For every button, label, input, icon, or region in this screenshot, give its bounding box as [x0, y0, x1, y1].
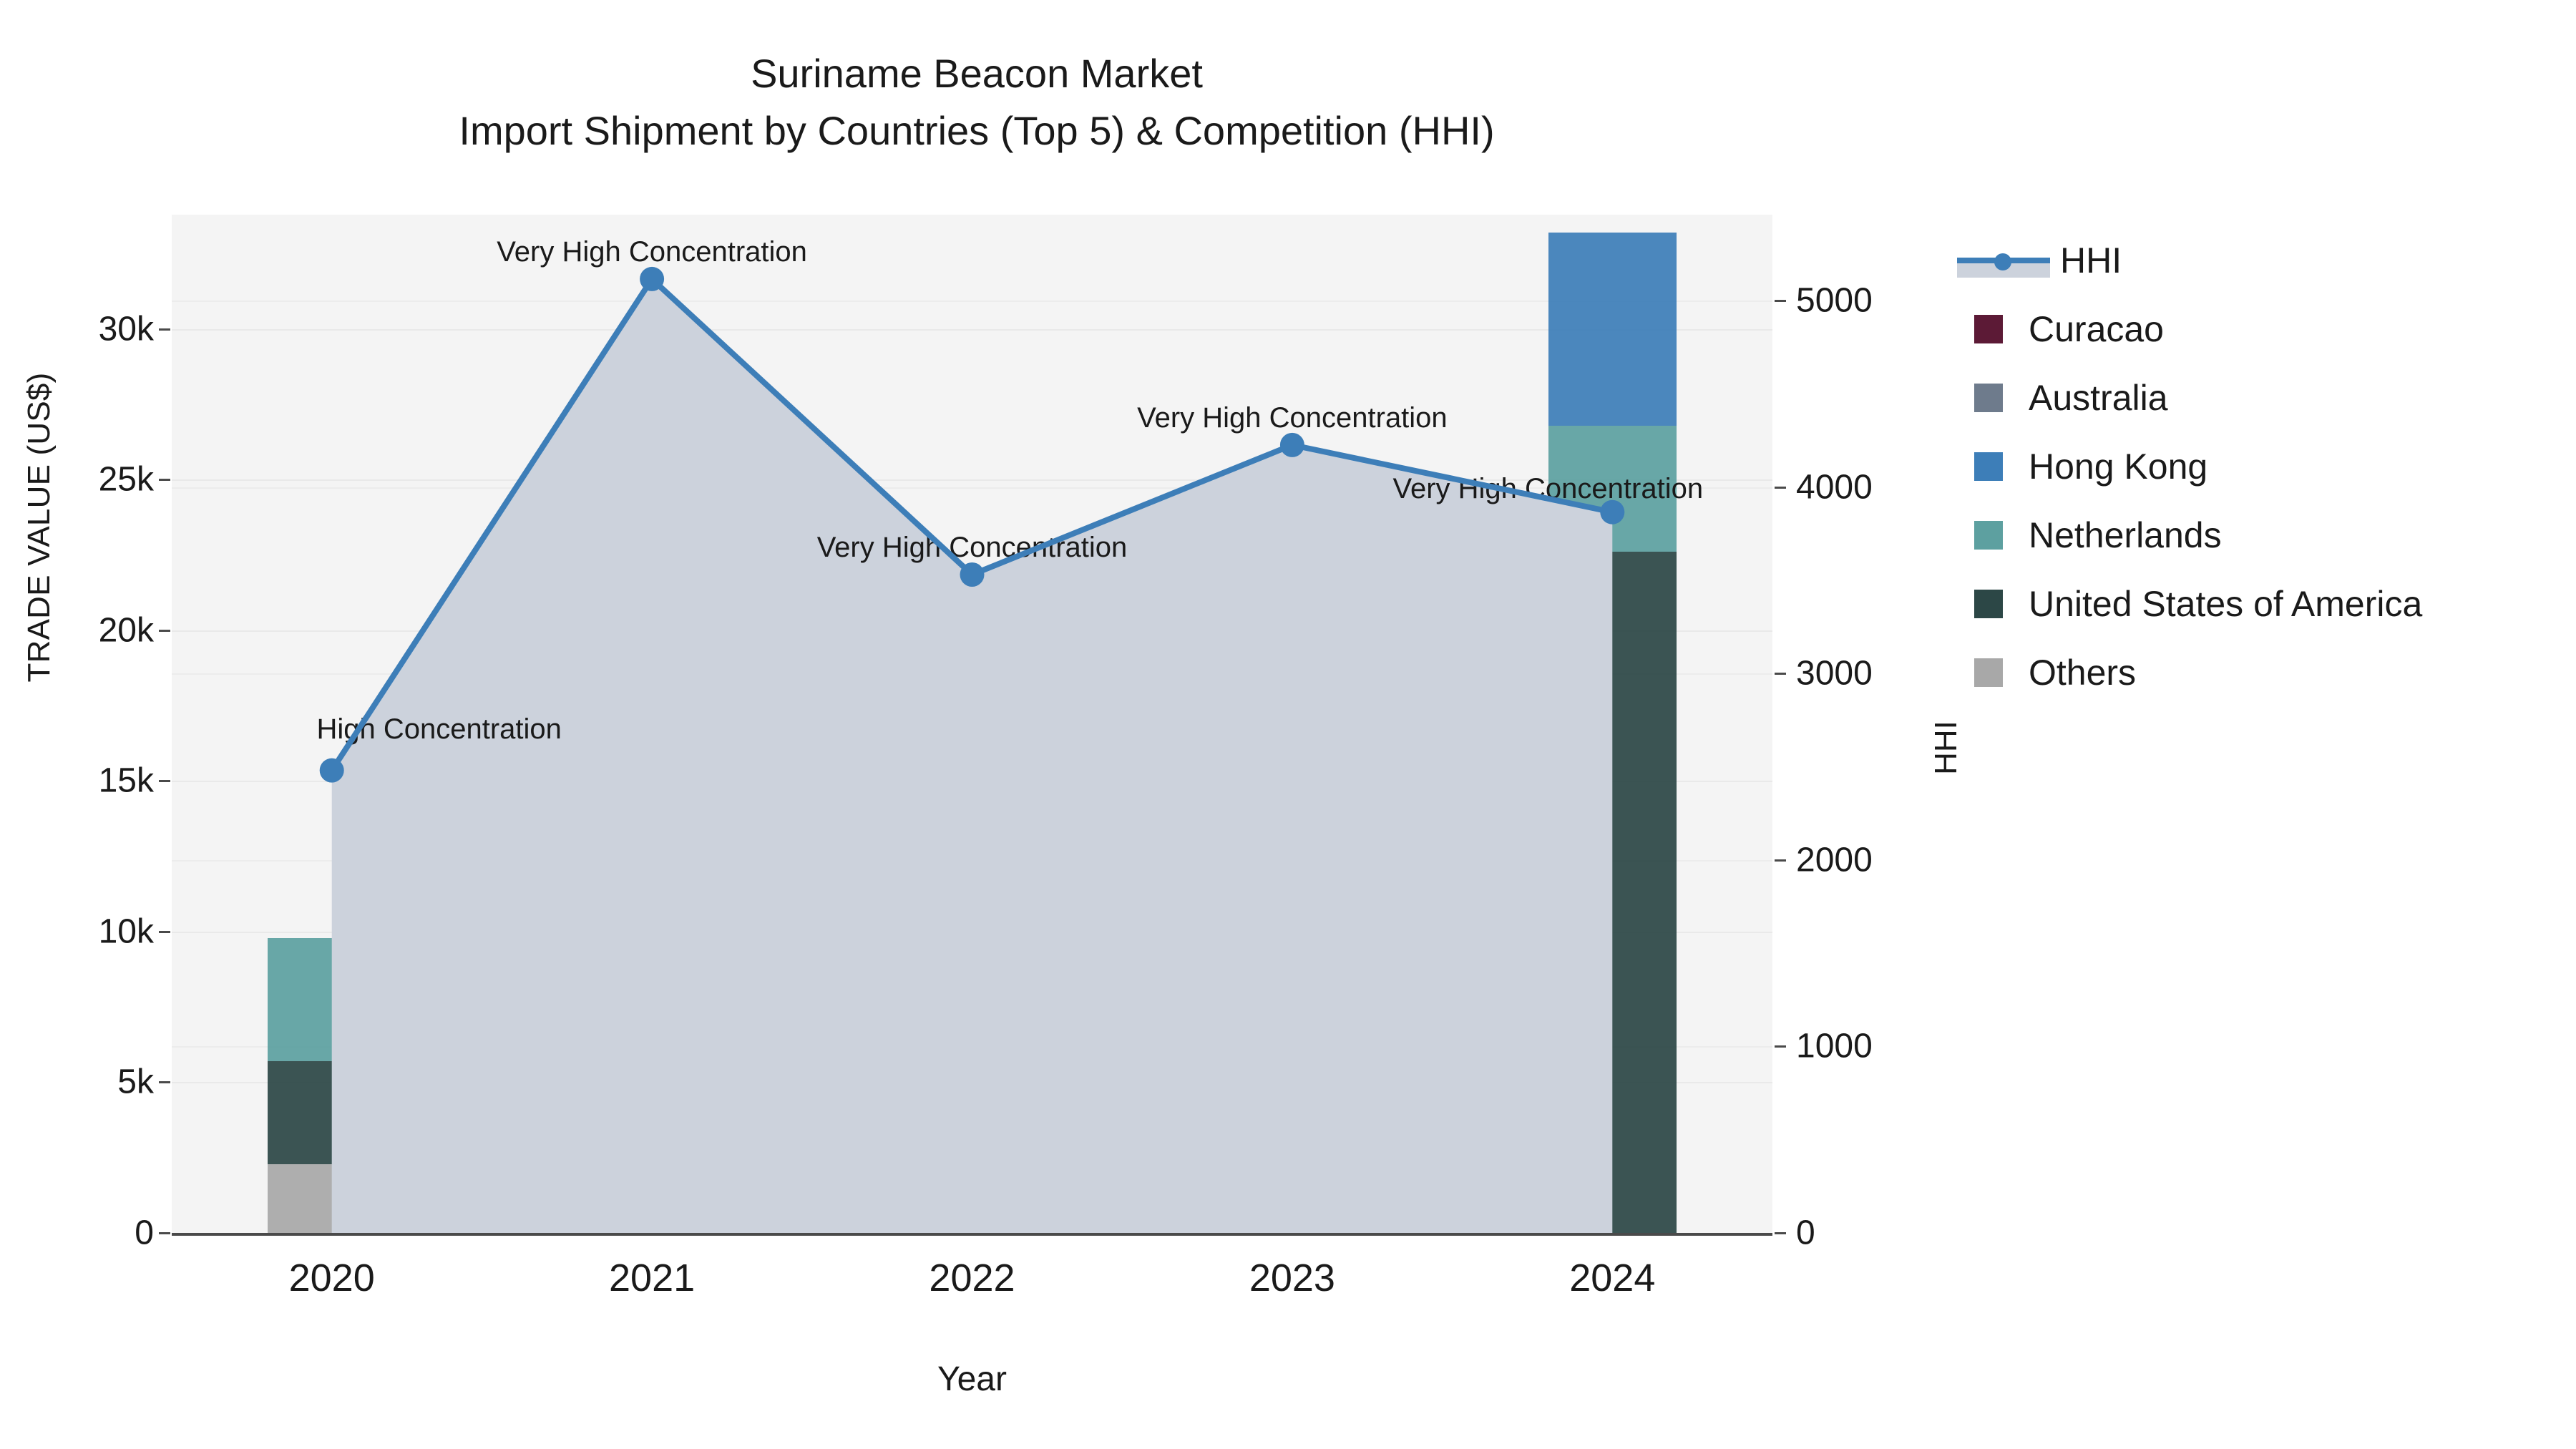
- gridline-right: [172, 859, 1772, 862]
- legend-item-label: Australia: [2029, 378, 2168, 418]
- y-axis-left-tick-mark: [159, 328, 170, 331]
- hhi-annotation-label: Very High Concentration: [816, 532, 1128, 563]
- y-axis-right-tick-label: 4000: [1796, 468, 1873, 506]
- legend-line-marker-icon: [1957, 246, 2050, 278]
- y-axis-right-tick-label: 2000: [1796, 841, 1873, 879]
- chart-title-line-2: Import Shipment by Countries (Top 5) & C…: [459, 108, 1495, 154]
- x-axis-tick-label: 2023: [1249, 1257, 1335, 1299]
- y-axis-left-tick-mark: [159, 930, 170, 933]
- bar-segment[interactable]: [908, 1031, 1036, 1100]
- bar-segment[interactable]: [1228, 718, 1357, 1233]
- gridline-right: [172, 673, 1772, 675]
- y-axis-left-tick-mark: [159, 629, 170, 632]
- y-axis-left-tick-mark: [159, 1232, 170, 1234]
- bar-segment[interactable]: [1548, 233, 1677, 426]
- gridline-left: [172, 630, 1772, 632]
- bar-segment[interactable]: [587, 1058, 716, 1233]
- y-axis-right-tick-mark: [1775, 299, 1786, 302]
- legend-item-netherlands[interactable]: Netherlands: [1957, 511, 2551, 560]
- chart-title-line-1: Suriname Beacon Market: [751, 51, 1203, 96]
- x-axis-tick-label: 2020: [288, 1257, 375, 1299]
- y-axis-left-tick-mark: [159, 780, 170, 783]
- gridline-right: [172, 300, 1772, 302]
- legend-item-australia[interactable]: Australia: [1957, 374, 2551, 422]
- legend-item-curacao[interactable]: Curacao: [1957, 305, 2551, 353]
- legend-color-swatch: [1974, 521, 2003, 550]
- hhi-annotation-label: Very High Concentration: [1137, 401, 1448, 434]
- y-axis-left-tick-label: 0: [135, 1214, 154, 1252]
- legend-item-hong-kong[interactable]: Hong Kong: [1957, 442, 2551, 491]
- x-axis-title: Year: [937, 1360, 1007, 1398]
- y-axis-left-tick-label: 5k: [117, 1063, 154, 1101]
- y-axis-left-tick-label: 10k: [98, 912, 154, 951]
- y-axis-right-tick-mark: [1775, 486, 1786, 489]
- y-axis-right-tick-mark: [1775, 673, 1786, 675]
- bar-segment[interactable]: [908, 1099, 1036, 1233]
- y-axis-right-tick-mark: [1775, 1232, 1786, 1234]
- y-axis-left-title: TRADE VALUE (US$): [21, 372, 57, 683]
- legend-color-swatch: [1974, 658, 2003, 687]
- legend-color-swatch: [1974, 384, 2003, 412]
- legend-item-united-states-of-america[interactable]: United States of America: [1957, 580, 2551, 628]
- legend-item-label: Others: [2029, 653, 2137, 693]
- legend-item-label: Hong Kong: [2029, 447, 2208, 487]
- y-axis-right-tick-label: 1000: [1796, 1027, 1873, 1065]
- x-axis-tick-label: 2024: [1569, 1257, 1656, 1299]
- x-axis-baseline: [172, 1233, 1772, 1236]
- y-axis-left-tick-mark: [159, 1081, 170, 1084]
- hhi-annotation-label: Very High Concentration: [1392, 472, 1704, 504]
- legend-item-label: HHI: [2060, 240, 2122, 280]
- gridline-left: [172, 328, 1772, 331]
- bar-segment[interactable]: [1228, 681, 1357, 718]
- y-axis-left-tick-label: 20k: [98, 611, 154, 650]
- y-axis-right-tick-label: 0: [1796, 1214, 1815, 1252]
- legend-color-swatch: [1974, 590, 2003, 618]
- legend-item-label: Curacao: [2029, 309, 2164, 349]
- legend: HHI Curacao Australia Hong Kong Netherlands U…: [1957, 236, 2551, 717]
- y-axis-right-tick-mark: [1775, 859, 1786, 862]
- legend-item-hhi[interactable]: HHI: [1957, 236, 2551, 285]
- x-axis-tick-label: 2022: [929, 1257, 1015, 1299]
- page-title: Suriname Beacon Market Import Shipment b…: [0, 50, 1953, 155]
- legend-color-swatch: [1974, 315, 2003, 343]
- y-axis-left-tick-mark: [159, 479, 170, 482]
- bar-segment[interactable]: [1228, 585, 1357, 682]
- legend-item-label: Netherlands: [2029, 515, 2222, 555]
- gridline-left: [172, 931, 1772, 933]
- hhi-annotation-label: Very High Concentration: [497, 235, 807, 268]
- y-axis-left-tick-label: 25k: [98, 460, 154, 499]
- bar-segment[interactable]: [268, 938, 396, 1062]
- bar-segment[interactable]: [268, 1164, 396, 1233]
- y-axis-left-tick-label: 30k: [98, 310, 154, 348]
- y-axis-right-tick-label: 3000: [1796, 654, 1873, 693]
- bar-segment[interactable]: [268, 1061, 396, 1164]
- y-axis-right-tick-label: 5000: [1796, 281, 1873, 320]
- y-axis-right-tick-mark: [1775, 1045, 1786, 1048]
- legend-color-swatch: [1974, 452, 2003, 481]
- x-axis-tick-label: 2021: [609, 1257, 696, 1299]
- bar-segment[interactable]: [1548, 551, 1677, 1233]
- gridline-left: [172, 781, 1772, 783]
- legend-item-others[interactable]: Others: [1957, 648, 2551, 697]
- legend-item-label: United States of America: [2029, 584, 2423, 624]
- y-axis-left-tick-label: 15k: [98, 761, 154, 800]
- hhi-annotation-label: High Concentration: [316, 713, 562, 745]
